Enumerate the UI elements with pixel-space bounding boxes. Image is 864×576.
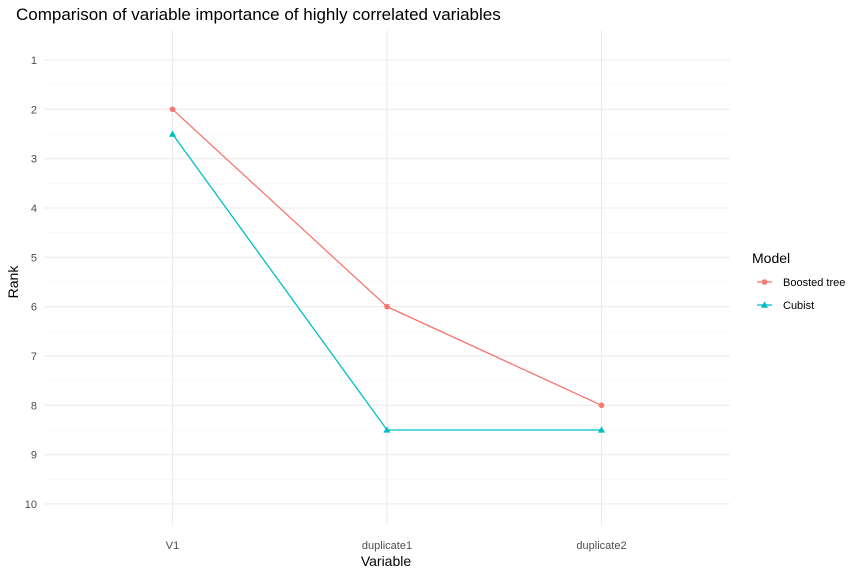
x-tick-label: duplicate1 <box>362 540 412 552</box>
data-point <box>598 402 605 409</box>
data-point <box>383 426 391 433</box>
y-axis-title: Rank <box>5 265 21 299</box>
y-tick-label: 4 <box>31 203 37 215</box>
legend-title: Model <box>752 250 790 266</box>
x-axis-ticks: V1 duplicate1 duplicate2 <box>166 540 627 552</box>
y-tick-label: 1 <box>31 55 37 67</box>
y-axis-ticks: 1 2 3 4 5 6 7 8 9 10 <box>25 55 37 511</box>
data-point <box>169 106 176 113</box>
y-tick-label: 3 <box>31 154 37 166</box>
y-tick-label: 5 <box>31 252 37 264</box>
y-tick-label: 9 <box>31 450 37 462</box>
series-0 <box>169 106 605 409</box>
y-tick-label: 2 <box>31 104 37 116</box>
y-tick-label: 7 <box>31 351 37 363</box>
legend-items: Boosted tree Cubist <box>757 277 845 312</box>
legend-key-marker <box>761 279 768 285</box>
x-tick-label: V1 <box>166 540 179 552</box>
legend-item: Boosted tree <box>757 277 845 289</box>
legend-label: Cubist <box>783 300 814 312</box>
series-layer <box>168 106 606 433</box>
data-point <box>168 130 177 137</box>
legend-label: Boosted tree <box>783 277 845 289</box>
y-tick-label: 6 <box>31 302 37 314</box>
legend-key-marker <box>760 301 769 308</box>
data-point <box>384 303 390 310</box>
legend: Model Boosted tree Cubist <box>752 250 845 312</box>
data-point <box>597 426 606 433</box>
x-tick-label: duplicate2 <box>576 540 626 552</box>
series-1 <box>168 130 606 433</box>
legend-item: Cubist <box>757 300 814 312</box>
y-tick-label: 10 <box>25 499 37 511</box>
grid <box>44 30 730 525</box>
x-axis-title: Variable <box>361 553 412 569</box>
y-tick-label: 8 <box>31 400 37 412</box>
chart-title: Comparison of variable importance of hig… <box>16 5 501 24</box>
